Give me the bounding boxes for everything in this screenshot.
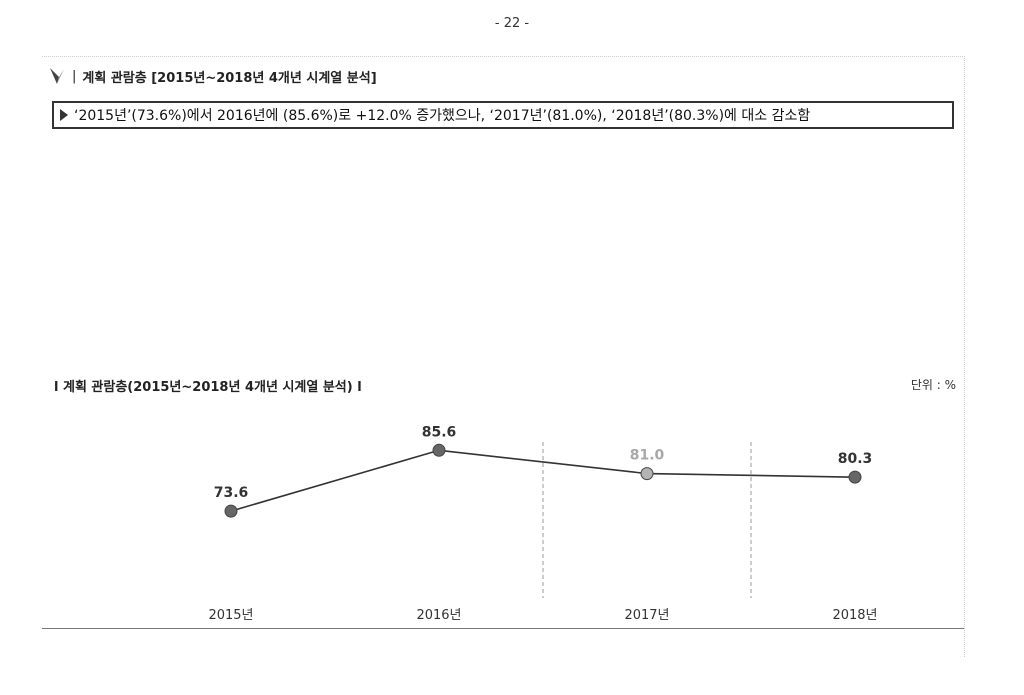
line-chart: 73.6 2015년 85.6 2016년 81.0 2017년 80.3 2018년 xyxy=(208,424,877,623)
content-frame xyxy=(42,56,965,657)
series-line xyxy=(230,449,856,512)
data-point-2 xyxy=(432,443,446,457)
data-point-1 xyxy=(224,504,238,518)
unit-label: 단위 : % xyxy=(910,378,956,392)
page-number: - 22 - xyxy=(494,16,530,31)
data-point-4 xyxy=(848,470,862,484)
x-tick-label-1: 2015년 xyxy=(208,608,253,623)
chart-title: l 계획 관람층(2015년~2018년 4개년 시계열 분석) l xyxy=(54,380,362,395)
section-header: | 계획 관람층 [2015년~2018년 4개년 시계열 분석] xyxy=(48,64,377,88)
data-label-3: 81.0 xyxy=(630,448,665,464)
summary-box: ‘2015년’(73.6%)에서 2016년에 (85.6%)로 +12.0% … xyxy=(52,101,954,129)
summary-text: ‘2015년’(73.6%)에서 2016년에 (85.6%)로 +12.0% … xyxy=(74,108,811,124)
bottom-rule xyxy=(42,628,964,629)
section-title: 계획 관람층 [2015년~2018년 4개년 시계열 분석] xyxy=(82,70,377,86)
data-point-3 xyxy=(640,467,654,481)
x-tick-label-4: 2018년 xyxy=(832,608,877,623)
data-label-1: 73.6 xyxy=(214,485,249,501)
x-tick-label-2: 2016년 xyxy=(416,608,461,623)
data-label-4: 80.3 xyxy=(838,451,873,467)
pen-nib-icon xyxy=(48,65,66,87)
section-separator: | xyxy=(72,68,77,84)
data-label-2: 85.6 xyxy=(422,424,457,440)
x-tick-label-3: 2017년 xyxy=(624,608,669,623)
triangle-right-icon xyxy=(60,109,68,121)
